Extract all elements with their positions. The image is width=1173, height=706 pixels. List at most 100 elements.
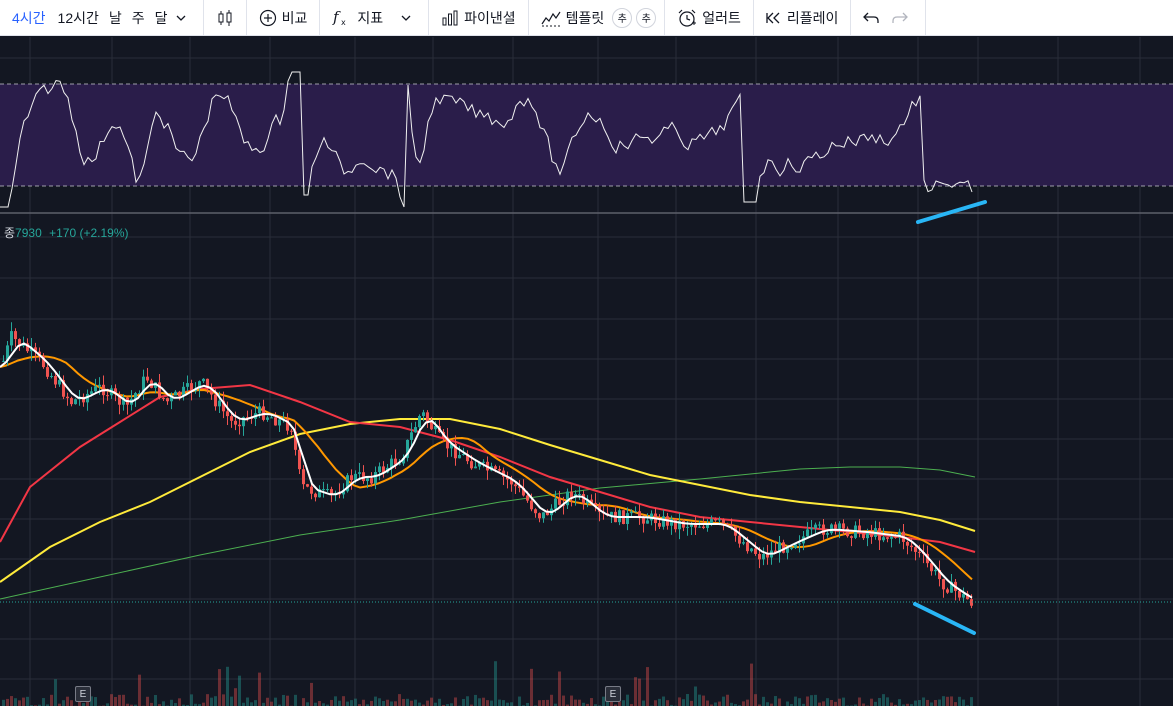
template-badge-1[interactable]: 추 bbox=[612, 7, 633, 28]
volume-bar bbox=[942, 696, 945, 706]
candle-body bbox=[274, 417, 277, 426]
template-badge-2[interactable]: 추 bbox=[636, 7, 657, 28]
volume-bar bbox=[714, 702, 717, 706]
template-icon bbox=[541, 9, 561, 27]
candle-body bbox=[554, 498, 557, 509]
volume-bar bbox=[442, 704, 445, 706]
candle-body bbox=[738, 535, 741, 544]
interval-month[interactable]: 달 bbox=[154, 9, 168, 26]
volume-bar bbox=[806, 696, 809, 706]
candle-body bbox=[330, 489, 333, 495]
chevron-down-icon bbox=[176, 13, 186, 23]
candle-body bbox=[774, 550, 777, 553]
volume-bar bbox=[874, 701, 877, 706]
volume-bar bbox=[374, 696, 377, 706]
candle-body bbox=[342, 491, 345, 495]
interval-day[interactable]: 날 bbox=[108, 9, 122, 26]
earnings-marker[interactable]: E bbox=[75, 686, 91, 702]
chart-area[interactable]: 종7930 +170 (+2.19%) E E bbox=[0, 37, 1173, 706]
candle-body bbox=[966, 593, 969, 600]
candle-body bbox=[862, 532, 865, 539]
volume-bar bbox=[246, 697, 249, 706]
interval-12h[interactable]: 12시간 bbox=[57, 9, 99, 26]
candle-body bbox=[306, 484, 309, 487]
volume-bar bbox=[822, 701, 825, 706]
chart-type-button[interactable] bbox=[212, 4, 238, 32]
candle-body bbox=[70, 398, 73, 405]
volume-bar bbox=[502, 700, 505, 706]
interval-week[interactable]: 주 bbox=[131, 9, 145, 26]
volume-bar bbox=[818, 702, 821, 706]
volume-bar bbox=[346, 701, 349, 706]
volume-bar bbox=[170, 699, 173, 706]
candle-body bbox=[962, 593, 965, 598]
interval-4h[interactable]: 4시간 bbox=[12, 9, 46, 26]
volume-bar bbox=[390, 701, 393, 706]
candle-body bbox=[806, 529, 809, 537]
volume-bar bbox=[198, 704, 201, 706]
alert-button[interactable]: 얼러트 bbox=[673, 4, 745, 32]
volume-bar bbox=[890, 702, 893, 706]
volume-bar bbox=[94, 697, 97, 706]
compare-label: 비교 bbox=[281, 9, 308, 26]
indicators-dropdown-button[interactable] bbox=[397, 4, 420, 32]
volume-bar bbox=[778, 698, 781, 706]
volume-bar bbox=[14, 698, 17, 706]
volume-bar bbox=[326, 704, 329, 706]
candle-body bbox=[934, 569, 937, 572]
replay-button[interactable]: 리플레이 bbox=[762, 4, 843, 32]
candle-body bbox=[682, 521, 685, 528]
volume-bar bbox=[282, 694, 285, 706]
candle-body bbox=[246, 417, 249, 419]
chart-type-group bbox=[204, 0, 247, 36]
candle-body bbox=[866, 532, 869, 539]
candle-body bbox=[594, 502, 597, 506]
candle-body bbox=[646, 520, 649, 524]
candle-body bbox=[498, 469, 501, 471]
volume-bar bbox=[82, 703, 85, 706]
volume-bar bbox=[654, 700, 657, 706]
volume-bar bbox=[582, 702, 585, 706]
pine-button[interactable]: 파이낸셜 bbox=[437, 4, 520, 32]
candle-body bbox=[794, 544, 797, 548]
redo-button[interactable] bbox=[888, 4, 917, 32]
candle-body bbox=[530, 500, 533, 510]
volume-bar bbox=[394, 701, 397, 706]
ma-yellow-line bbox=[0, 418, 976, 583]
candle-body bbox=[90, 391, 93, 394]
volume-bar bbox=[314, 702, 317, 706]
volume-bar bbox=[134, 704, 137, 706]
candle-body bbox=[942, 579, 945, 590]
rewind-icon bbox=[766, 11, 782, 25]
ma-white-line bbox=[0, 342, 973, 599]
volume-bar bbox=[382, 700, 385, 706]
candle-body bbox=[346, 475, 349, 492]
volume-bar bbox=[810, 695, 813, 706]
candle-body bbox=[518, 486, 521, 488]
price-chart[interactable] bbox=[0, 37, 1173, 706]
candle-body bbox=[14, 331, 17, 340]
interval-dropdown-button[interactable] bbox=[172, 4, 195, 32]
compare-button[interactable]: 비교 bbox=[255, 4, 312, 32]
earnings-marker[interactable]: E bbox=[605, 686, 621, 702]
candle-body bbox=[822, 524, 825, 535]
price-divergence-line bbox=[913, 602, 976, 635]
candle-body bbox=[258, 406, 261, 414]
replay-label: 리플레이 bbox=[786, 9, 839, 26]
candle-body bbox=[462, 454, 465, 456]
candle-body bbox=[318, 489, 321, 498]
rsi-line bbox=[0, 71, 973, 208]
ma-orange-line bbox=[0, 355, 973, 581]
volume-bar bbox=[762, 696, 765, 706]
volume-bar bbox=[678, 697, 681, 706]
volume-bar bbox=[58, 703, 61, 706]
templates-button[interactable]: 파이낸셜 템플릿 bbox=[537, 4, 609, 32]
undo-button[interactable] bbox=[859, 4, 888, 32]
candle-body bbox=[266, 417, 269, 420]
volume-bar bbox=[302, 698, 305, 706]
volume-bar bbox=[322, 703, 325, 706]
volume-bar bbox=[842, 697, 845, 706]
volume-bar bbox=[122, 694, 125, 706]
candle-body bbox=[214, 394, 217, 407]
